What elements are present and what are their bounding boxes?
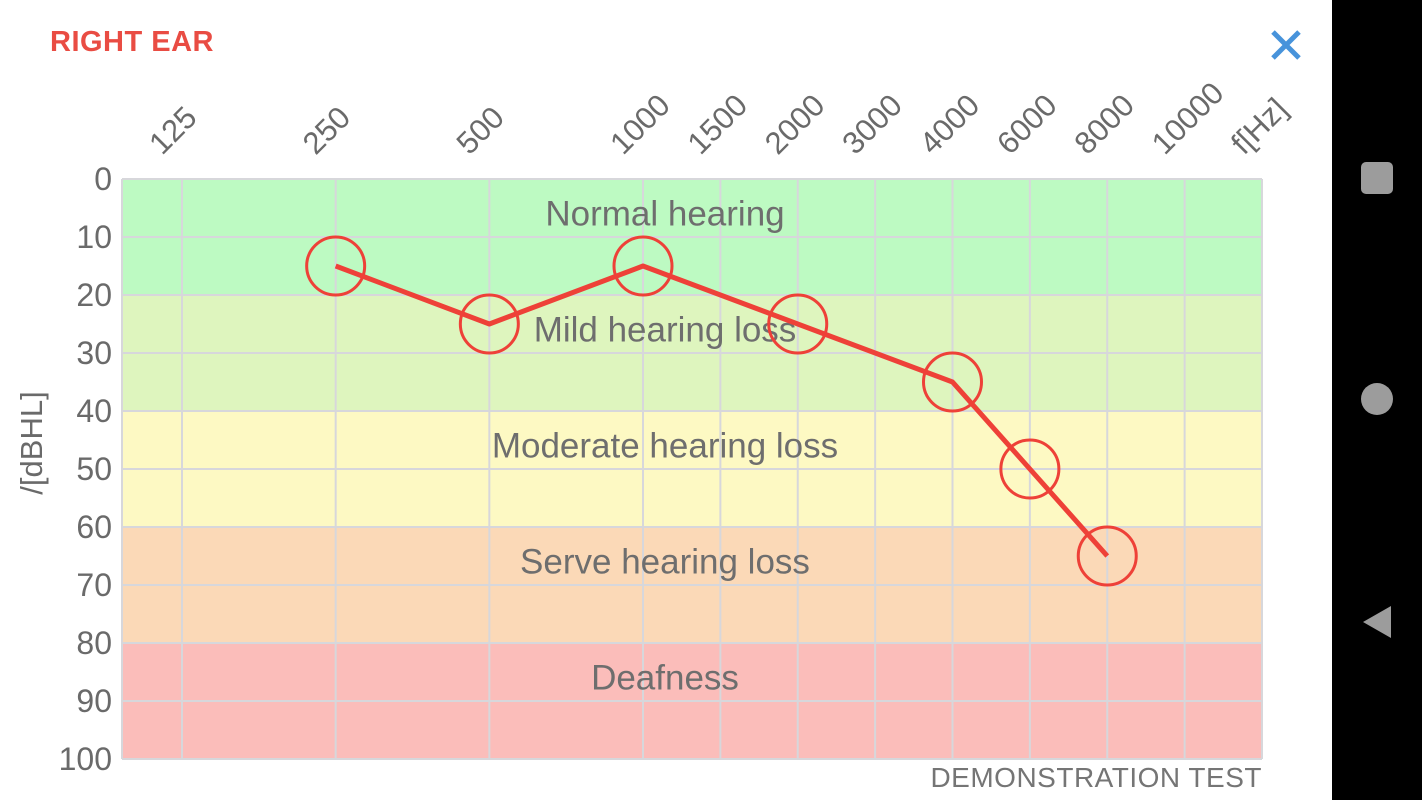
band-label: Deafness (591, 659, 739, 698)
y-tick-label: 80 (76, 625, 112, 661)
y-tick-label: 10 (76, 219, 112, 255)
y-tick-label: 30 (76, 335, 112, 371)
x-tick-label: 2000 (758, 87, 832, 161)
x-tick-label: 500 (450, 100, 511, 161)
demonstration-test-label: DEMONSTRATION TEST (930, 762, 1262, 793)
y-tick-label: 60 (76, 509, 112, 545)
y-tick-label: 50 (76, 451, 112, 487)
data-point-circle (1076, 525, 1138, 587)
x-tick-label: 10000 (1145, 75, 1231, 161)
x-tick-label: 1000 (603, 87, 677, 161)
y-tick-label: 20 (76, 277, 112, 313)
y-tick-label: 40 (76, 393, 112, 429)
y-tick-label: 0 (94, 161, 112, 197)
audiogram-screen: RIGHT EAR Normal hearing Mild hearing los… (14, 26, 1304, 793)
y-tick-label: 70 (76, 567, 112, 603)
back-button[interactable] (1332, 577, 1422, 667)
recents-square-icon (1361, 162, 1393, 194)
x-tick-label: 125 (142, 100, 203, 161)
close-icon (1271, 30, 1301, 60)
home-button[interactable] (1332, 354, 1422, 444)
android-nav-bar (1332, 0, 1422, 800)
x-tick-label: 4000 (913, 87, 987, 161)
data-point-circle (922, 351, 983, 413)
y-tick-label: 90 (76, 683, 112, 719)
band-label: Mild hearing loss (534, 311, 797, 350)
x-tick-label: 1500 (681, 87, 755, 161)
x-tick-label: 8000 (1067, 87, 1141, 161)
home-circle-icon (1361, 383, 1393, 415)
audiogram-chart: Normal hearing Mild hearing loss Moderate … (59, 75, 1294, 777)
data-point-circle (612, 235, 674, 297)
x-tick-label: 250 (296, 100, 357, 161)
data-point-circle (458, 293, 520, 355)
close-button[interactable] (1268, 27, 1304, 63)
data-point-circle (999, 438, 1061, 500)
band-label: Serve hearing loss (520, 543, 810, 582)
x-tick-label: 6000 (990, 87, 1064, 161)
data-point-circle (767, 293, 829, 355)
recents-button[interactable] (1332, 133, 1422, 223)
back-triangle-icon (1363, 606, 1391, 638)
page-title: RIGHT EAR (50, 26, 214, 58)
y-axis-unit-label: /[dBHL] (14, 391, 49, 495)
data-point-circle (305, 235, 367, 297)
audiogram-line (334, 263, 1110, 558)
y-tick-label: 100 (59, 741, 112, 777)
band-label: Normal hearing (545, 195, 784, 234)
x-tick-label: 3000 (835, 87, 909, 161)
band-label: Moderate hearing loss (492, 427, 838, 466)
x-axis-unit-label: f[Hz] (1224, 91, 1294, 161)
